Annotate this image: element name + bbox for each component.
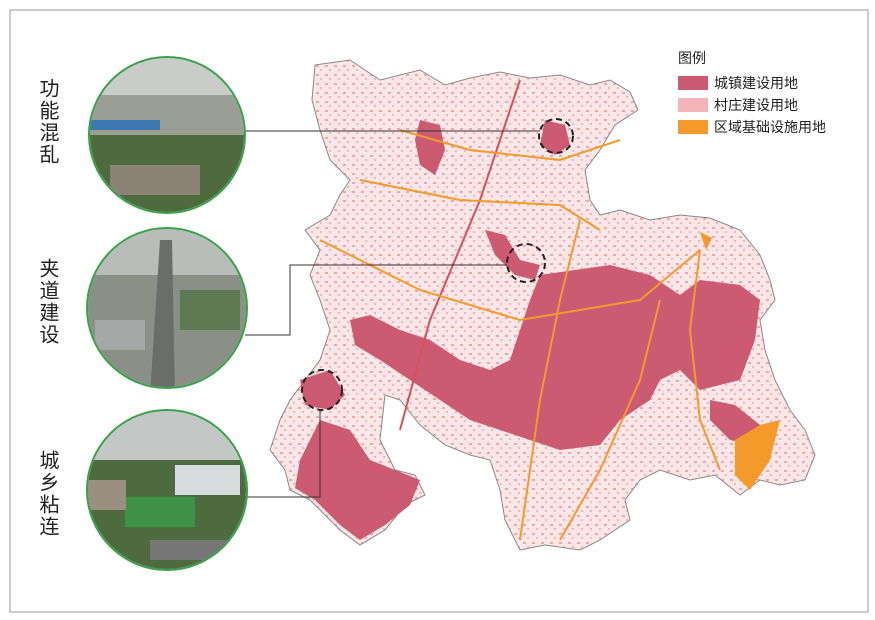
roads <box>319 79 721 541</box>
callout-label: 夹道建设 <box>36 258 60 346</box>
legend-items: 城镇建设用地 村庄建设用地区域基础设施用地 <box>678 72 826 138</box>
legend: 图例 城镇建设用地 村庄建设用地区域基础设施用地 <box>678 48 826 138</box>
infrastructure-land <box>735 420 780 490</box>
legend-entry: 村庄建设用地 <box>678 94 826 116</box>
legend-swatch <box>678 120 708 134</box>
photo <box>86 56 248 571</box>
legend-label: 村庄建设用地 <box>714 98 798 114</box>
legend-entry: 城镇建设用地 <box>678 72 826 94</box>
legend-entry: 区域基础设施用地 <box>678 116 826 138</box>
highlight-circle <box>301 118 574 411</box>
callout-label: 功能混乱 <box>36 78 60 166</box>
leader-line <box>245 130 540 498</box>
frame <box>9 9 869 613</box>
infrastructure-land <box>700 232 712 250</box>
legend-title: 图例 <box>678 51 706 67</box>
legend-label: 城镇建设用地 <box>714 76 798 92</box>
callout-label: 城乡粘连 <box>36 450 60 538</box>
legend-label: 区域基础设施用地 <box>714 120 826 136</box>
legend-swatch <box>678 98 708 112</box>
legend-swatch <box>678 76 708 90</box>
